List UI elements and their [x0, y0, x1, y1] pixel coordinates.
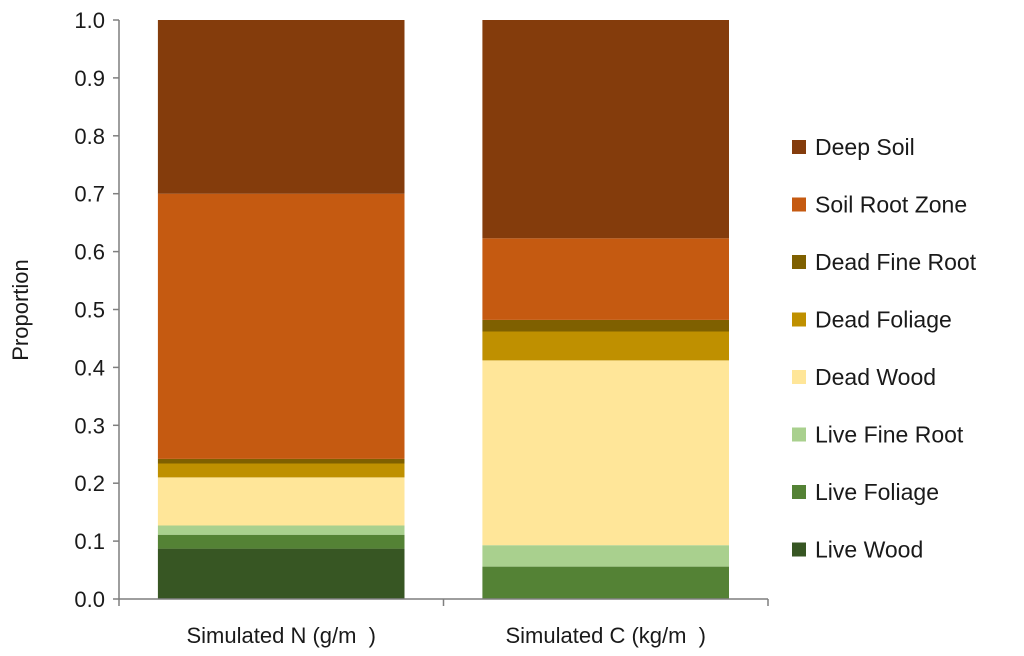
bar-segment-soil-root-zone-0	[157, 193, 405, 459]
legend-label-live-fine-root: Live Fine Root	[815, 422, 964, 448]
y-tick-label: 0.0	[74, 587, 105, 612]
bar-segment-dead-fine-root-1	[482, 319, 729, 332]
legend-label-dead-wood: Dead Wood	[815, 364, 936, 390]
legend-swatch-dead-fine-root	[792, 255, 806, 269]
legend-swatch-dead-wood	[792, 370, 806, 384]
bar-segment-live-fine-root-1	[482, 545, 729, 567]
x-tick-labels: Simulated N (g/m ) Simulated C (kg/m )	[187, 623, 707, 648]
y-tick-labels: 0.0 0.1 0.2 0.3 0.4 0.5 0.6 0.7 0.8 0.9 1.0	[74, 8, 105, 612]
bar-segment-dead-foliage-0	[157, 463, 405, 478]
bar-segment-live-fine-root-0	[157, 525, 405, 535]
y-tick-label: 0.7	[74, 182, 105, 207]
y-axis-title: Proportion	[8, 259, 33, 361]
bar-segment-deep-soil-1	[482, 20, 729, 239]
legend: Deep Soil Soil Root Zone Dead Fine Root Dea…	[792, 134, 977, 563]
legend-label-live-wood: Live Wood	[815, 537, 923, 563]
bar-segment-deep-soil-0	[157, 20, 405, 194]
legend-swatch-deep-soil	[792, 140, 806, 154]
y-tick-label: 0.4	[74, 355, 105, 380]
x-tick-label: Simulated N (g/m )	[187, 623, 377, 648]
legend-swatch-dead-foliage	[792, 312, 806, 327]
bar-segments	[157, 20, 729, 599]
legend-label-live-foliage: Live Foliage	[815, 479, 939, 505]
legend-swatch-live-fine-root	[792, 427, 806, 442]
y-tick-label: 0.3	[74, 413, 105, 438]
bar-segment-dead-fine-root-0	[157, 458, 405, 464]
y-tick-label: 0.5	[74, 298, 105, 323]
y-tick-label: 1.0	[74, 8, 105, 33]
bar-segment-live-foliage-0	[157, 534, 405, 549]
bar-segment-dead-wood-0	[157, 477, 405, 526]
legend-label-dead-foliage: Dead Foliage	[815, 307, 952, 333]
y-tick-label: 0.9	[74, 66, 105, 91]
legend-label-dead-fine-root: Dead Fine Root	[815, 249, 977, 275]
bar-segment-soil-root-zone-1	[482, 238, 729, 320]
legend-label-deep-soil: Deep Soil	[815, 134, 915, 160]
y-tick-label: 0.6	[74, 240, 105, 265]
bar-segment-dead-foliage-1	[482, 331, 729, 361]
legend-label-soil-root-zone: Soil Root Zone	[815, 192, 967, 218]
bar-segment-live-foliage-1	[482, 566, 729, 599]
legend-swatch-soil-root-zone	[792, 197, 806, 212]
y-tick-label: 0.8	[74, 124, 105, 149]
x-tick-label: Simulated C (kg/m )	[506, 623, 707, 648]
y-tick-label: 0.1	[74, 529, 105, 554]
legend-swatch-live-wood	[792, 542, 806, 557]
y-tick-label: 0.2	[74, 471, 105, 496]
bar-segment-live-wood-0	[157, 548, 405, 599]
legend-swatch-live-foliage	[792, 485, 806, 499]
axes	[113, 19, 769, 606]
bar-segment-dead-wood-1	[482, 360, 729, 546]
